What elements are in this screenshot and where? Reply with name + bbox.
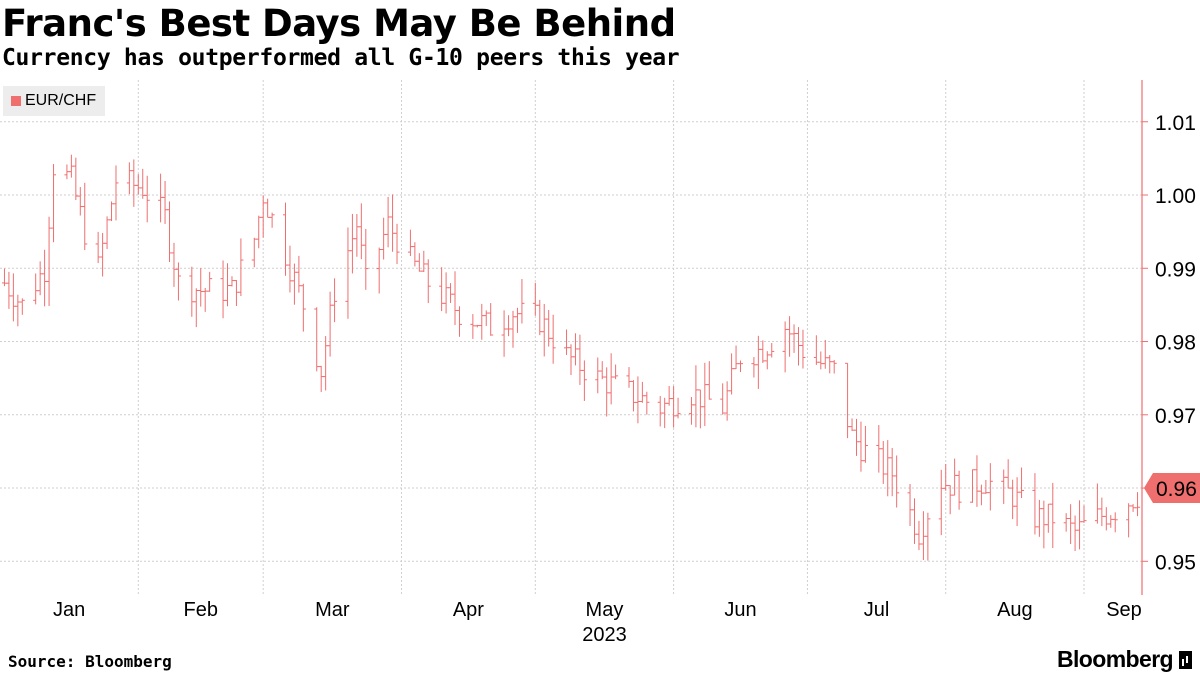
x-tick-label: Feb	[184, 599, 218, 621]
x-axis-year-label: 2023	[582, 624, 627, 646]
brand-wordmark: Bloomberg	[1057, 646, 1174, 672]
y-tick-label: 0.95	[1155, 551, 1196, 574]
last-value-label: 0.96	[1156, 478, 1197, 501]
x-tick-label: Jun	[724, 599, 756, 621]
legend: EUR/CHF	[3, 86, 106, 116]
source-note: Source: Bloomberg	[8, 652, 172, 671]
y-tick-label: 1.00	[1155, 185, 1196, 208]
legend-swatch	[11, 96, 21, 106]
x-tick-label: Apr	[453, 599, 484, 621]
x-tick-label: Jul	[864, 599, 890, 621]
ohlc-series-eur-chf	[1, 154, 1141, 561]
x-tick-label: May	[586, 599, 624, 621]
gridlines	[0, 80, 1142, 595]
bloomberg-bars-icon	[1179, 650, 1192, 669]
x-tick-label: Aug	[997, 599, 1033, 621]
x-tick-label: Sep	[1106, 599, 1142, 621]
brand-logo: Bloomberg	[1057, 646, 1192, 673]
chart-subtitle: Currency has outperformed all G-10 peers…	[2, 45, 680, 71]
legend-label: EUR/CHF	[25, 92, 97, 109]
y-tick-label: 0.99	[1155, 258, 1196, 281]
y-tick-label: 0.97	[1155, 405, 1196, 428]
x-tick-label: Jan	[53, 599, 85, 621]
x-tick-label: Mar	[315, 599, 350, 621]
y-tick-label: 1.01	[1155, 112, 1196, 135]
last-value-tag	[1144, 473, 1200, 504]
y-tick-label: 0.98	[1155, 332, 1196, 355]
axes: 0.95 0.96 0.97 0.98 0.99 1.00 1.01 Jan Feb Mar Apr…	[53, 80, 1200, 646]
chart-title: Franc's Best Days May Be Behind	[2, 2, 676, 45]
